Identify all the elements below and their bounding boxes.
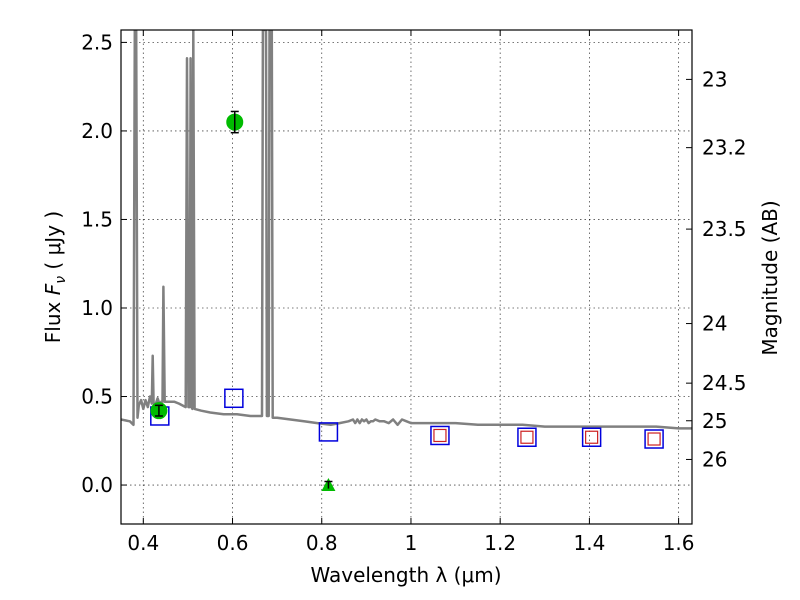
x-tick-label: 0.4 bbox=[127, 531, 159, 555]
axis-ticks: 0.4 0.6 0.8 1 1.2 1.4 1.6 0.0 0.5 1.0 1.5 2.0 2.5 23 2… bbox=[81, 30, 747, 555]
y-tick-label: 0.0 bbox=[81, 473, 113, 497]
plot-data bbox=[121, 30, 692, 492]
nir-point-box bbox=[585, 430, 599, 444]
model-photometry-box bbox=[517, 427, 537, 447]
mag-tick-label: 23.5 bbox=[702, 217, 747, 241]
y-tick-label: 2.5 bbox=[81, 30, 113, 54]
mag-tick-label: 25 bbox=[702, 409, 727, 433]
y-tick-label: 1.5 bbox=[81, 207, 113, 231]
x-tick-label: 1.2 bbox=[484, 531, 516, 555]
x-tick-label: 1.6 bbox=[663, 531, 695, 555]
x-axis-title: Wavelength λ (μm) bbox=[310, 563, 501, 587]
model-photometry-box bbox=[224, 388, 244, 409]
mag-tick-label: 23.2 bbox=[702, 136, 747, 160]
x-tick-label: 0.6 bbox=[217, 531, 249, 555]
y-axis-title: Flux Fν ( μJy ) bbox=[41, 211, 69, 343]
x-tick-label: 1 bbox=[405, 531, 418, 555]
y-tick-label: 1.0 bbox=[81, 296, 113, 320]
x-tick-label: 0.8 bbox=[306, 531, 338, 555]
y-tick-label: 0.5 bbox=[81, 385, 113, 409]
right-axis-title: Magnitude (AB) bbox=[758, 200, 782, 355]
nir-point-box bbox=[647, 432, 661, 446]
mag-tick-label: 24 bbox=[702, 312, 727, 336]
y-tick-label: 2.0 bbox=[81, 119, 113, 143]
model-photometry-box bbox=[644, 429, 664, 449]
nir-point-box bbox=[433, 428, 447, 443]
model-photometry-box bbox=[581, 427, 602, 447]
mag-tick-label: 26 bbox=[702, 447, 727, 471]
mag-tick-label: 24.5 bbox=[702, 371, 747, 395]
plot-frame bbox=[120, 29, 693, 525]
mag-tick-label: 23 bbox=[702, 67, 727, 91]
model-photometry-box bbox=[430, 425, 450, 446]
x-tick-label: 1.4 bbox=[573, 531, 605, 555]
model-photometry-box bbox=[318, 422, 339, 442]
grid-lines bbox=[121, 30, 692, 524]
model-sed-line bbox=[121, 30, 692, 430]
nir-point-box bbox=[520, 430, 534, 444]
